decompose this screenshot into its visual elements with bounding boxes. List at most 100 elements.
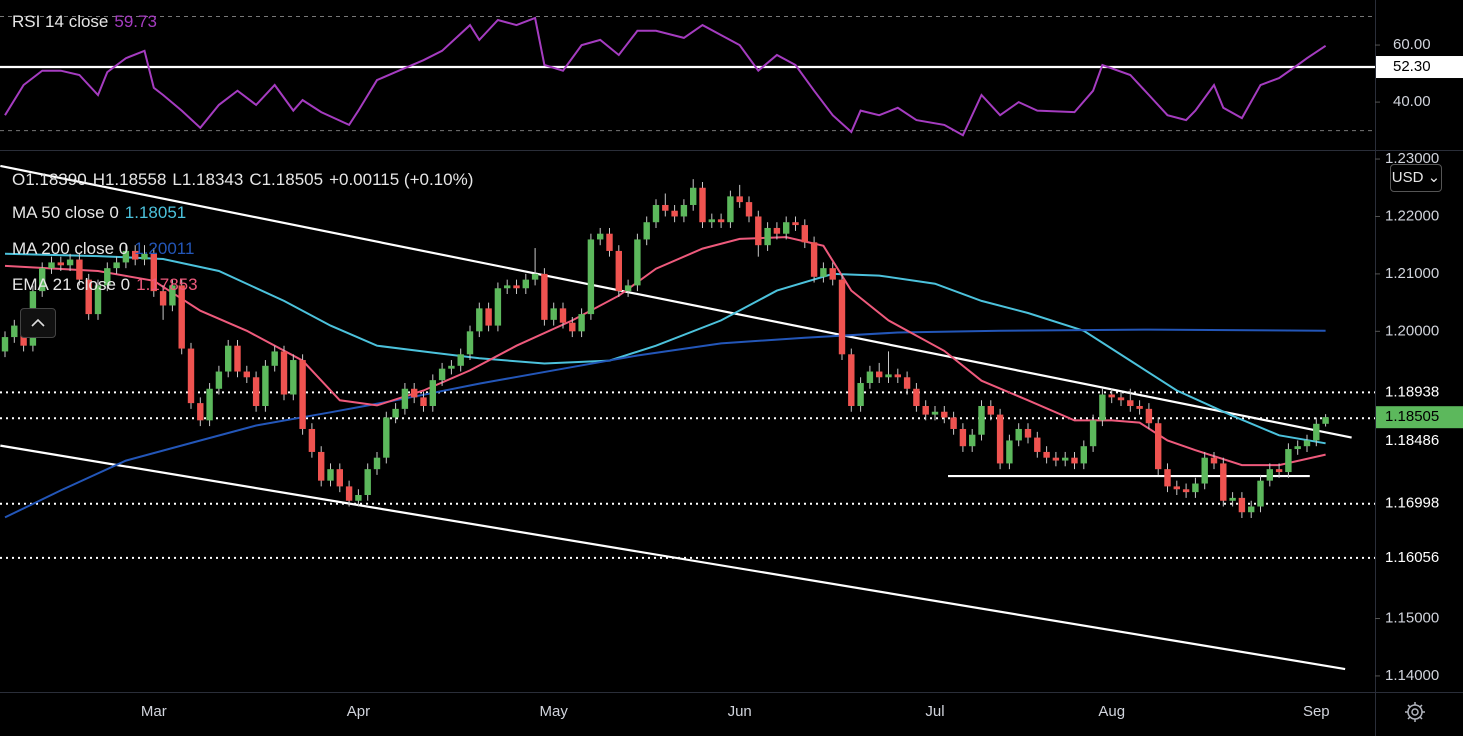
candle-body	[1266, 469, 1273, 481]
candle-body	[308, 428, 316, 452]
rsi-pane	[0, 16, 1375, 137]
candle-body	[476, 308, 483, 332]
indicator-value: 1.20011	[134, 239, 195, 258]
candle-body	[466, 331, 474, 355]
candle-body	[1303, 440, 1311, 447]
candle-body	[606, 233, 613, 251]
candle-body	[94, 285, 102, 315]
candle-body	[141, 253, 148, 260]
candle-body	[494, 288, 502, 326]
level-label-box	[1376, 430, 1463, 453]
candle-body	[401, 388, 409, 409]
indicator-legend: EMA 21 close 0 1.17853	[12, 275, 204, 295]
candle-body	[290, 360, 297, 395]
candle-body	[922, 405, 929, 415]
moving-average-line	[4, 252, 1326, 445]
candle-body	[615, 250, 622, 292]
candle-body	[755, 216, 762, 246]
y-tick-label: 1.21000	[1385, 265, 1439, 282]
candle-body	[1052, 457, 1060, 461]
candle-body	[1201, 457, 1208, 484]
candle-body	[1034, 437, 1041, 452]
candle-body	[1015, 428, 1022, 441]
candle-body	[1071, 457, 1078, 464]
collapse-legend-button[interactable]	[20, 308, 56, 338]
indicator-name: MA 50 close 0	[12, 203, 119, 222]
y-tick-label: 1.22000	[1385, 207, 1439, 224]
candle-body	[885, 374, 892, 378]
currency-dropdown[interactable]: USD ⌄	[1390, 164, 1442, 192]
indicator-name: MA 200 close 0	[12, 239, 129, 258]
candle-body	[652, 204, 660, 223]
candle-body	[829, 268, 836, 280]
candle-body	[1155, 423, 1162, 470]
indicator-value: 1.17853	[136, 275, 198, 294]
candle-body	[355, 495, 362, 501]
candle-body	[913, 388, 920, 406]
candle-body	[1294, 446, 1301, 450]
x-tick-label: May	[540, 703, 569, 720]
candle-body	[1192, 483, 1199, 493]
candle-body	[801, 225, 808, 243]
candle-body	[857, 383, 864, 406]
candle-body	[1024, 428, 1032, 438]
candle-body	[662, 204, 669, 211]
candle-body	[1182, 489, 1190, 493]
candle-body	[531, 273, 539, 280]
candle-body	[1220, 463, 1227, 501]
candle-body	[178, 285, 185, 349]
candle-body	[950, 417, 957, 429]
candle-body	[57, 262, 64, 266]
candle-body	[1313, 423, 1320, 441]
settings-icon[interactable]	[1405, 702, 1425, 722]
rsi-level-label: 52.30	[1393, 58, 1431, 75]
candle-body	[66, 259, 74, 266]
candle-body	[783, 222, 790, 234]
candle-body	[522, 279, 529, 289]
candle-body	[708, 219, 715, 223]
candle-body	[597, 233, 604, 240]
candle-body	[1043, 451, 1050, 458]
trend-line	[0, 444, 1346, 671]
candle-body	[987, 405, 994, 415]
candle-body	[438, 368, 446, 381]
candle-body	[299, 360, 306, 429]
candle-body	[903, 377, 911, 389]
candle-body	[448, 365, 455, 369]
candle-body	[643, 222, 650, 240]
candle-body	[48, 262, 55, 269]
candle-body	[680, 204, 688, 217]
candle-body	[420, 397, 427, 406]
candle-body	[1173, 486, 1180, 490]
current-price-box	[1376, 406, 1463, 429]
candle-body	[132, 250, 139, 260]
candle-body	[252, 377, 260, 406]
candle-body	[941, 411, 948, 418]
indicator-name: EMA 21 close 0	[12, 275, 131, 294]
candle-body	[1136, 405, 1143, 409]
x-tick-label: Jun	[728, 703, 752, 720]
y-tick-label: 60.00	[1393, 36, 1431, 53]
y-tick-label: 1.15000	[1385, 609, 1439, 626]
candle-body	[392, 408, 399, 418]
candle-body	[569, 322, 576, 332]
current-price-label: 1.18505	[1385, 408, 1439, 425]
candle-body	[541, 273, 548, 320]
ohlc-high: H1.18558	[92, 170, 167, 189]
level-label-box	[1376, 546, 1463, 569]
ohlc-change: +0.00115 (+0.10%)	[329, 170, 474, 189]
indicator-legend: MA 50 close 0 1.18051	[12, 203, 192, 223]
candle-body	[327, 469, 334, 481]
candle-body	[1108, 394, 1115, 398]
ohlc-low: L1.18343	[172, 170, 244, 189]
candle-body	[1062, 457, 1069, 461]
candle-body	[1099, 394, 1106, 421]
candle-body	[113, 262, 120, 269]
candle-body	[587, 239, 595, 315]
candle-body	[578, 314, 585, 332]
x-tick-label: Mar	[141, 703, 167, 720]
candle-body	[1127, 400, 1134, 406]
indicator-value: 1.18051	[124, 203, 187, 222]
candle-body	[699, 187, 706, 223]
